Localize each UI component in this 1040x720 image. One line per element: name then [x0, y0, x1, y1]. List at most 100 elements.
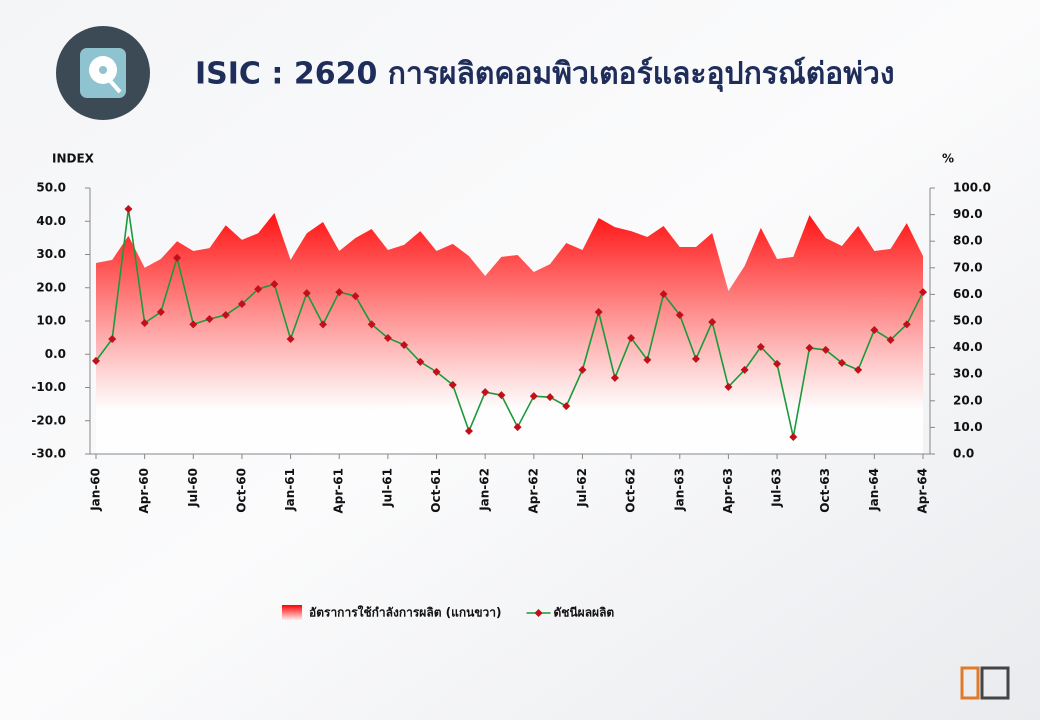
- x-tick-label: Jul-61: [380, 468, 394, 508]
- legend-swatch: [282, 605, 302, 621]
- y-tick-label: 30.0: [36, 247, 66, 261]
- icon: [56, 26, 150, 120]
- x-tick-label: Oct-63: [818, 468, 832, 513]
- y-tick-label: 0.0: [45, 347, 66, 361]
- y2-tick-label: 20.0: [953, 393, 983, 407]
- y2-tick-label: 10.0: [953, 420, 983, 434]
- marker: [643, 355, 652, 364]
- marker: [756, 342, 765, 351]
- marker: [205, 315, 214, 324]
- y-tick-label: -20.0: [31, 413, 66, 427]
- marker: [497, 391, 506, 400]
- marker: [594, 308, 603, 317]
- marker: [92, 356, 100, 365]
- marker: [740, 365, 749, 374]
- marker: [432, 367, 441, 376]
- x-tick-label: Jul-62: [575, 468, 589, 508]
- marker: [481, 388, 490, 397]
- marker: [902, 320, 911, 329]
- marker: [140, 318, 149, 327]
- marker: [254, 285, 263, 294]
- marker: [708, 317, 717, 326]
- x-tick-label: Jul-63: [770, 468, 784, 508]
- y2-axis-label: %: [942, 152, 954, 166]
- x-tick-label: Oct-62: [624, 468, 638, 513]
- marker: [529, 392, 538, 401]
- x-tick-label: Jan-61: [283, 468, 297, 512]
- x-tick-label: Oct-60: [234, 468, 248, 513]
- legend-marker: [534, 609, 543, 617]
- x-tick-label: Apr-62: [526, 468, 540, 513]
- marker: [675, 311, 684, 320]
- marker: [659, 290, 668, 299]
- marker: [270, 280, 279, 289]
- y2-tick-label: 60.0: [953, 287, 983, 301]
- legend-label: ดัชนีผลผลิต: [554, 606, 615, 620]
- marker: [805, 343, 814, 352]
- marker: [221, 311, 230, 320]
- marker: [627, 333, 636, 342]
- marker: [610, 373, 619, 382]
- marker: [237, 300, 246, 309]
- y2-tick-label: 50.0: [953, 314, 983, 328]
- marker: [383, 333, 392, 342]
- y2-tick-label: 80.0: [953, 234, 983, 248]
- y-tick-label: 10.0: [36, 314, 66, 328]
- y2-tick-label: 40.0: [953, 340, 983, 354]
- y2-tick-label: 70.0: [953, 260, 983, 274]
- marker: [546, 393, 555, 402]
- marker: [870, 325, 879, 334]
- x-tick-label: Apr-64: [916, 468, 930, 513]
- marker: [578, 365, 587, 374]
- x-tick-label: Oct-61: [429, 468, 443, 513]
- marker: [919, 288, 927, 297]
- marker: [400, 340, 409, 349]
- y-axis-label: INDEX: [52, 152, 95, 166]
- x-tick-label: Jan-62: [478, 468, 492, 512]
- marker: [189, 320, 198, 329]
- x-tick-label: Apr-61: [332, 468, 346, 513]
- marker: [108, 334, 117, 343]
- x-tick-label: Jan-64: [867, 468, 881, 512]
- marker: [351, 292, 360, 301]
- marker: [416, 357, 425, 366]
- marker: [173, 253, 182, 262]
- chart-title: ISIC : 2620 การผลิตคอมพิวเตอร์และอุปกรณ์…: [195, 57, 894, 93]
- line: [95, 208, 924, 438]
- y-tick-label: -10.0: [31, 380, 66, 394]
- marker: [821, 345, 830, 354]
- marker: [302, 289, 311, 298]
- x-tick-label: Jan-60: [89, 468, 103, 512]
- marker: [562, 402, 571, 411]
- marker: [464, 427, 473, 436]
- marker: [837, 358, 846, 367]
- legend-label: อัตราการใช้กำลังการผลิต (แกนขวา): [309, 605, 502, 620]
- marker: [124, 204, 133, 213]
- marker: [773, 359, 782, 368]
- y-tick-label: -30.0: [31, 447, 66, 461]
- marker: [319, 320, 328, 329]
- y-tick-label: 20.0: [36, 280, 66, 294]
- y-tick-label: 40.0: [36, 214, 66, 228]
- y2-tick-label: 30.0: [953, 367, 983, 381]
- marker: [367, 320, 376, 329]
- y2-tick-label: 90.0: [953, 207, 983, 221]
- x-tick-label: Jan-63: [672, 468, 686, 512]
- y2-tick-label: 0.0: [953, 447, 974, 461]
- x-tick-label: Jul-60: [186, 468, 200, 508]
- y2-tick-label: 100.0: [953, 181, 991, 195]
- marker: [286, 334, 295, 343]
- x-tick-label: Apr-63: [721, 468, 735, 513]
- marker: [854, 365, 863, 374]
- marker: [448, 380, 457, 389]
- marker: [513, 423, 522, 432]
- marker: [156, 308, 165, 317]
- logo: [960, 666, 1010, 700]
- marker: [335, 288, 344, 297]
- marker: [691, 354, 700, 363]
- area: [96, 213, 923, 454]
- marker: [789, 433, 798, 442]
- marker: [886, 335, 895, 344]
- y-tick-label: 50.0: [36, 181, 66, 195]
